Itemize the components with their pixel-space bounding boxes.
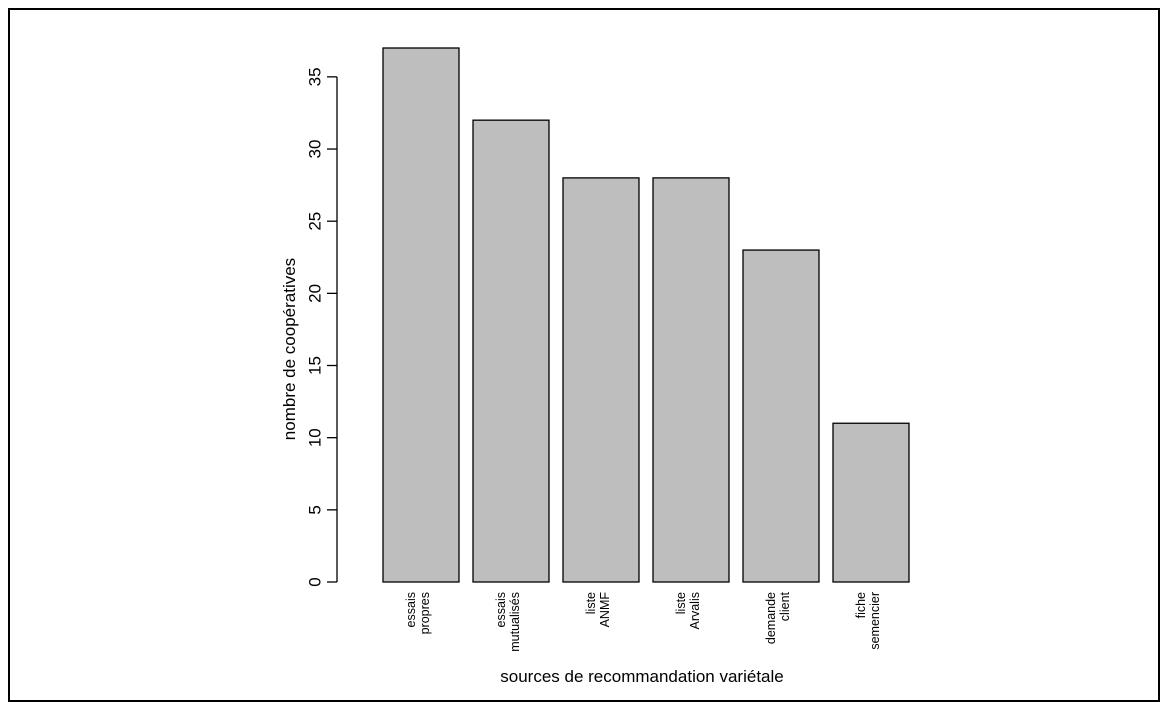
chart-frame: 0 5 10 15 20 25 30 35 essais propres essais mutual… — [8, 8, 1160, 702]
y-tick-label: 0 — [305, 577, 324, 586]
x-category-label: mutualisés — [508, 592, 522, 652]
y-axis-title: nombre de coopératives — [280, 258, 299, 440]
x-category-label: ANMF — [598, 592, 612, 628]
bars — [382, 47, 910, 583]
bar — [562, 177, 640, 583]
y-tick-label: 30 — [305, 140, 324, 159]
x-category-label: propres — [418, 592, 432, 634]
bar — [382, 47, 460, 583]
x-category-label: liste — [674, 592, 688, 614]
y-tick-label: 25 — [305, 212, 324, 231]
bar — [652, 177, 730, 583]
x-category-label: essais — [494, 592, 508, 627]
y-tick-label: 10 — [305, 428, 324, 447]
y-tick-label: 15 — [305, 356, 324, 375]
x-category-label: semencier — [868, 592, 882, 650]
bar — [742, 249, 820, 583]
x-category-label: liste — [584, 592, 598, 614]
x-category-label: essais — [404, 592, 418, 627]
bar — [472, 119, 550, 583]
y-tick-label: 35 — [305, 67, 324, 86]
x-axis-title: sources de recommandation variétale — [500, 667, 783, 686]
x-category-labels: essais propres essais mutualisés liste ANMF li… — [404, 591, 882, 651]
x-category-label: Arvalis — [688, 592, 702, 630]
y-tick-label: 20 — [305, 284, 324, 303]
x-category-label: fiche — [854, 592, 868, 618]
x-category-label: demande — [764, 592, 778, 644]
y-axis: 0 5 10 15 20 25 30 35 — [305, 67, 338, 587]
x-category-label: client — [778, 591, 792, 621]
bar — [832, 422, 910, 583]
y-tick-label: 5 — [305, 505, 324, 514]
